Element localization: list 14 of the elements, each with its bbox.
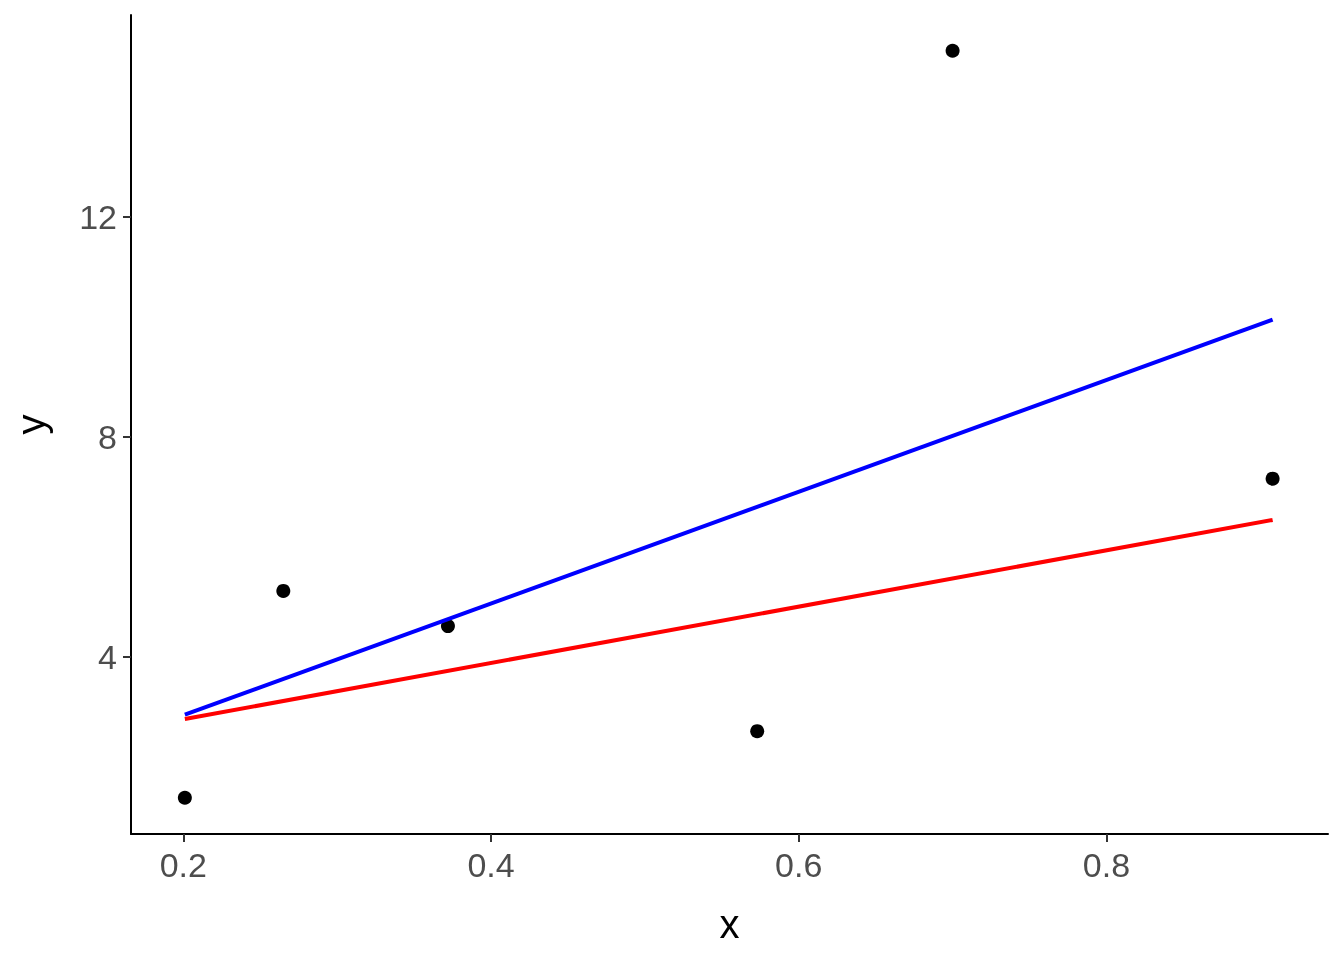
point xyxy=(945,43,960,58)
x-tick-label: 0.2 xyxy=(159,846,207,884)
x-tick-label: 0.4 xyxy=(467,846,515,884)
y-tick-label: 8 xyxy=(98,417,117,456)
y-tick-label: 12 xyxy=(79,197,117,236)
x-tick-label: 0.6 xyxy=(775,846,823,884)
y-tick-label: 4 xyxy=(98,637,117,676)
y-axis-title: y xyxy=(9,414,53,435)
point xyxy=(177,790,192,805)
point xyxy=(1265,471,1280,486)
x-axis-title: x xyxy=(719,902,740,946)
point xyxy=(276,583,291,598)
x-tick-label: 0.8 xyxy=(1082,846,1131,884)
point xyxy=(750,724,765,739)
